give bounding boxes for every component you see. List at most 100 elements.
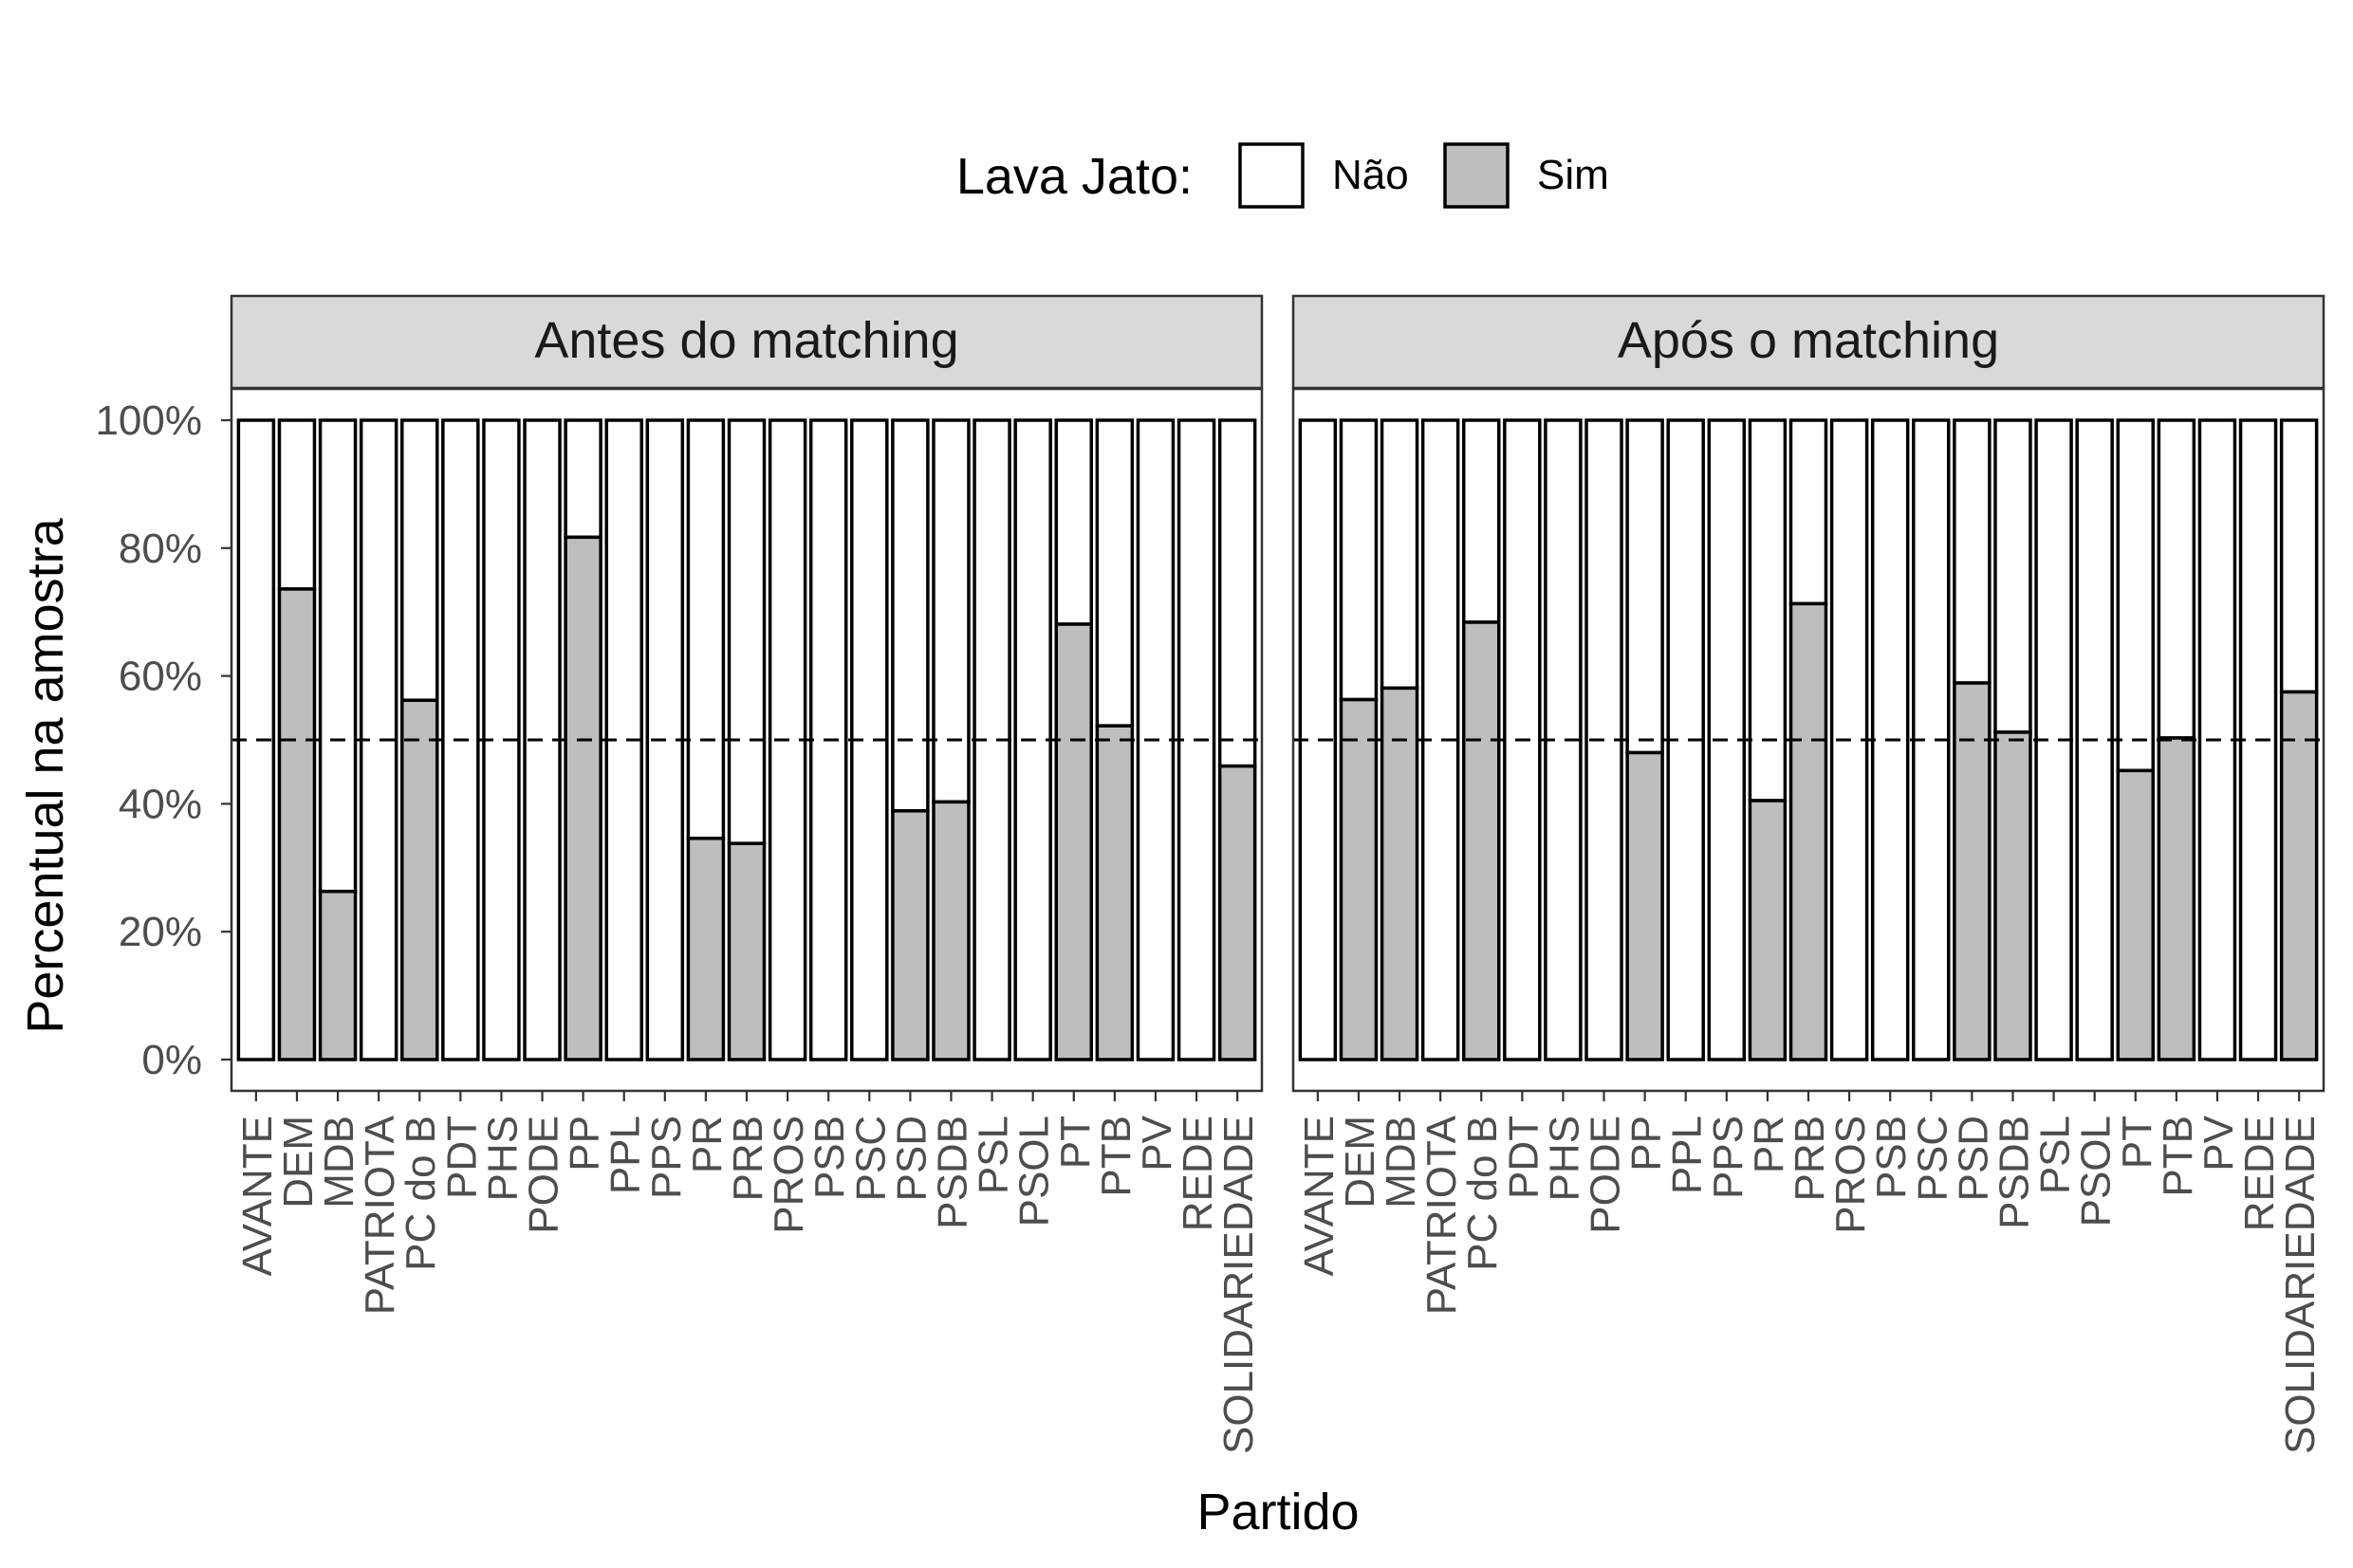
bar-sim — [1339, 697, 1379, 1061]
x-tick-label: PPS — [643, 1116, 690, 1199]
panel-frame — [1291, 387, 2325, 1093]
bar-nao — [932, 418, 971, 804]
x-tick-label: PSB — [806, 1116, 853, 1199]
bar-sim — [1993, 730, 2032, 1061]
x-tick-label: MDB — [1378, 1116, 1424, 1208]
panel-antes: Antes do matching AVANTEDEMMDBPATRIOTAPC … — [230, 294, 1264, 1454]
y-tick-label: 60% — [119, 654, 202, 700]
bar-nao — [1788, 418, 1828, 606]
legend-title: Lava Jato: — [956, 148, 1193, 205]
x-tick-label: PSB — [1868, 1116, 1915, 1199]
bar-nao — [318, 418, 358, 894]
x-tick-label: PROS — [766, 1116, 812, 1234]
bar-sim — [564, 535, 602, 1061]
bar-nao — [2279, 418, 2319, 694]
x-tick-label: MDB — [316, 1116, 362, 1208]
x-tick-label: PRB — [725, 1116, 771, 1201]
x-axis-title: Partido — [1196, 1484, 1359, 1540]
bar-nao — [1625, 418, 1664, 755]
x-tick-label: PSDB — [1991, 1116, 2037, 1229]
legend-label-sim: Sim — [1537, 152, 1609, 198]
facet-title: Após o matching — [1618, 312, 1999, 369]
y-tick-label: 20% — [119, 909, 202, 955]
bar-sim — [1625, 750, 1664, 1061]
panel-frame — [230, 387, 1264, 1093]
facet-title: Antes do matching — [534, 312, 958, 369]
x-tick-label: PRB — [1787, 1116, 1833, 1201]
bar-sim — [318, 889, 358, 1061]
bar-sim — [1748, 799, 1788, 1061]
bar-nao — [727, 418, 767, 845]
bar-nao — [1748, 418, 1788, 802]
x-tick-label: DEM — [275, 1116, 322, 1208]
x-tick-label: PATRIOTA — [357, 1115, 403, 1315]
bar-sim — [1380, 686, 1419, 1061]
x-tick-label: PP — [1623, 1116, 1670, 1171]
bar-nao — [1461, 418, 1501, 624]
x-tick-label: PC do B — [398, 1116, 444, 1271]
bar-sim — [399, 698, 439, 1061]
x-tick-label: AVANTE — [234, 1116, 281, 1277]
bar-sim — [2116, 768, 2156, 1061]
y-tick-label: 40% — [119, 781, 202, 827]
bar-nao — [2116, 418, 2156, 773]
x-tick-label: PODE — [1583, 1116, 1629, 1234]
bar-sim — [2157, 736, 2196, 1061]
x-tick-label: PODE — [521, 1116, 567, 1234]
legend-key-sim — [1443, 142, 1510, 209]
bar-nao — [399, 418, 439, 702]
x-tick-label: PSL — [971, 1116, 1017, 1194]
x-tick-label: SOLIDARIEDADE — [2277, 1116, 2324, 1454]
panels: 0% 20% 40% 60% 80% 100% Antes do matching AVANT… — [95, 294, 2325, 1454]
x-tick-label: PPL — [1664, 1116, 1711, 1194]
x-tick-label: PSC — [847, 1116, 894, 1201]
x-tick-label: PDT — [1500, 1116, 1547, 1199]
y-tick-label: 80% — [119, 526, 202, 572]
bar-sim — [1095, 724, 1135, 1061]
bar-sim — [1953, 681, 1992, 1061]
x-tick-label: AVANTE — [1296, 1116, 1343, 1277]
bar-nao — [277, 418, 317, 591]
bar-sim — [686, 837, 726, 1061]
x-tick-label: PROS — [1827, 1116, 1874, 1234]
legend-key-nao — [1238, 142, 1305, 209]
x-tick-label: PV — [1134, 1115, 1180, 1171]
x-tick-label: PTB — [1093, 1116, 1139, 1197]
bar-sim — [1788, 601, 1828, 1061]
x-tick-label: PSL — [2032, 1116, 2079, 1194]
bar-sim — [277, 587, 317, 1061]
x-tick-label: SOLIDARIEDADE — [1215, 1116, 1262, 1454]
x-tick-label: REDE — [2236, 1116, 2283, 1231]
y-tick-label: 100% — [95, 397, 202, 444]
x-tick-label: PV — [2196, 1115, 2242, 1171]
x-tick-label: PP — [562, 1116, 608, 1171]
x-tick-label: PC do B — [1459, 1116, 1506, 1271]
x-tick-label: PATRIOTA — [1418, 1115, 1465, 1315]
bar-nao — [1095, 418, 1135, 728]
y-axis-title: Percentual na amostra — [17, 517, 74, 1033]
bar-nao — [686, 418, 726, 840]
x-tick-label: PT — [2114, 1116, 2160, 1169]
x-tick-label: PHS — [1541, 1116, 1587, 1201]
bar-nao — [1993, 418, 2032, 734]
bar-nao — [1953, 418, 1992, 685]
x-tick-label: PPL — [602, 1116, 649, 1194]
bar-sim — [2279, 690, 2319, 1061]
bar-nao — [1054, 418, 1094, 626]
x-tick-label: PPS — [1705, 1116, 1751, 1199]
x-tick-label: DEM — [1337, 1116, 1383, 1208]
bar-nao — [1217, 418, 1257, 768]
x-tick-label: PSOL — [1011, 1116, 1058, 1227]
x-tick-label: PR — [684, 1116, 731, 1173]
bar-sim — [727, 841, 767, 1061]
legend: Lava Jato: Não Sim — [956, 142, 1609, 209]
bar-sim — [1461, 620, 1501, 1061]
bar-sim — [1217, 764, 1257, 1061]
x-tick-label: PDT — [438, 1116, 485, 1199]
bar-nao — [1339, 418, 1379, 702]
x-tick-label: PSDB — [929, 1116, 975, 1229]
bar-sim — [891, 809, 930, 1061]
bar-nao — [1380, 418, 1419, 691]
